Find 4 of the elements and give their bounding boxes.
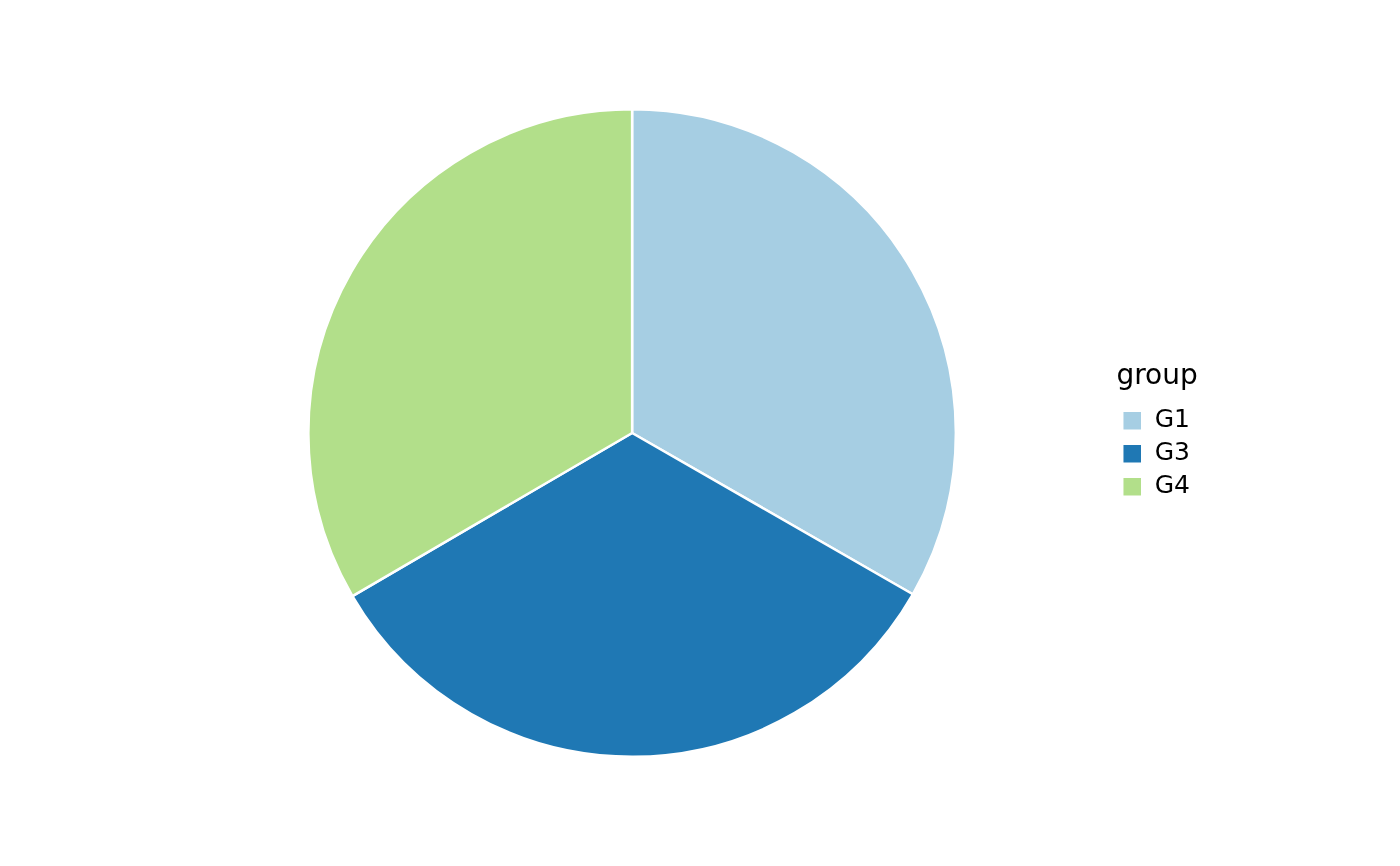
legend-label: G3: [1154, 437, 1190, 467]
legend-title: group: [1116, 357, 1198, 391]
legend-label: G4: [1154, 470, 1190, 500]
legend-label: G1: [1154, 404, 1190, 434]
